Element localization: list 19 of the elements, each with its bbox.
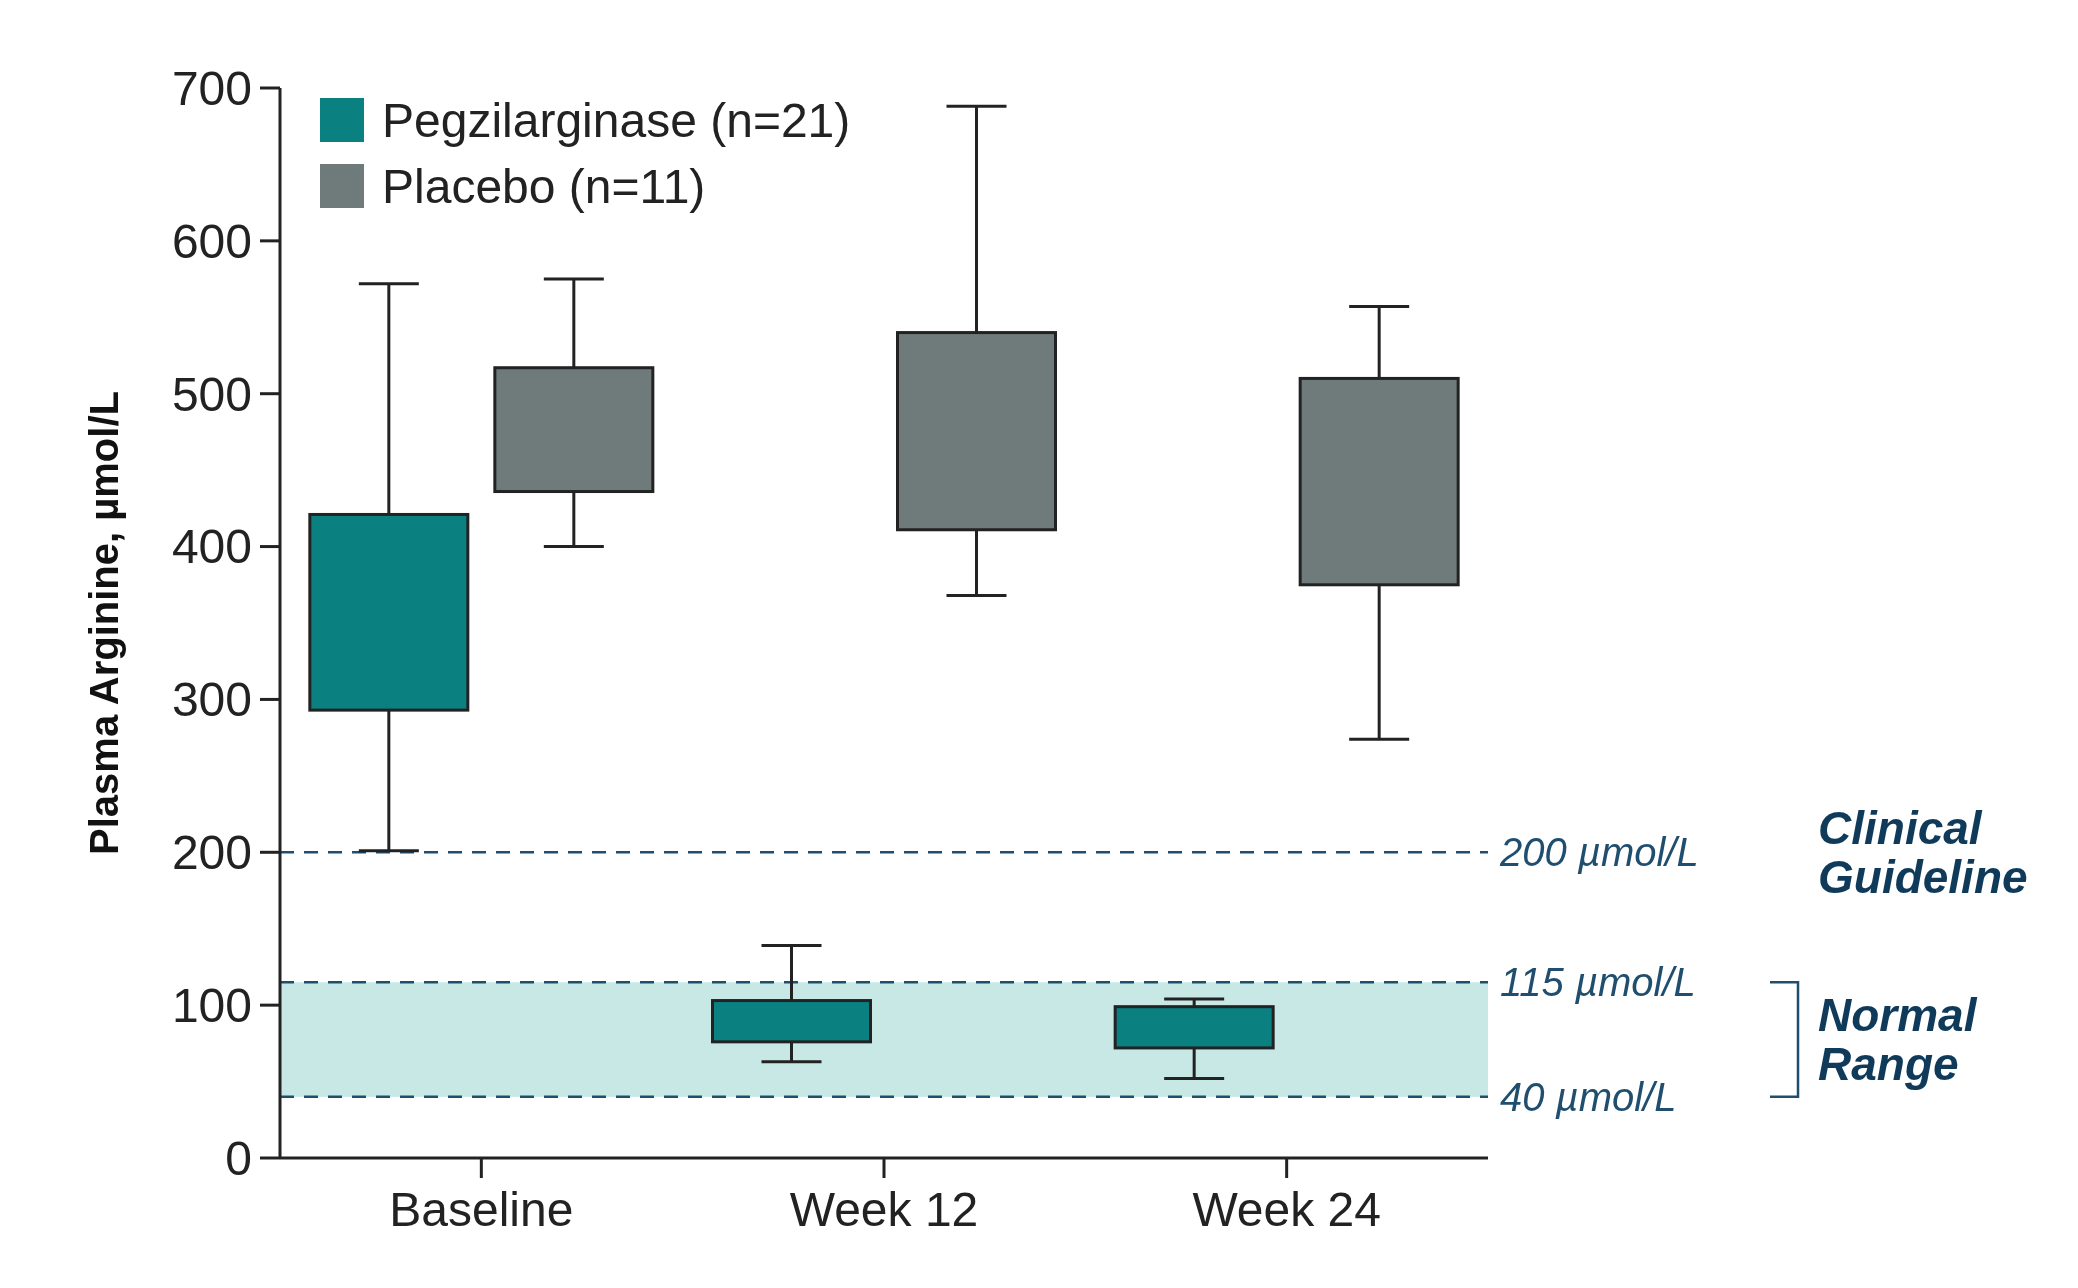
x-tick-label: Week 24 — [1192, 1183, 1381, 1236]
text: Clinical Guideline — [1818, 802, 2028, 903]
legend-label: Pegzilarginase (n=21) — [382, 93, 851, 147]
text: Normal Range — [1818, 989, 1978, 1090]
y-tick-label: 700 — [171, 61, 252, 115]
y-tick-label: 300 — [171, 673, 252, 727]
ref-line-label: 40 µmol/L — [1500, 1074, 1677, 1119]
y-tick-label: 0 — [225, 1131, 252, 1185]
legend-label: Placebo (n=11) — [382, 159, 706, 213]
ref-line-label: 115 µmol/L — [1500, 960, 1696, 1005]
x-tick-label: Week 12 — [789, 1183, 979, 1236]
ref-line-label: 200 µmol/L — [1499, 830, 1699, 875]
y-axis-title: Plasma Arginine, µmol/L — [82, 391, 126, 855]
y-tick-label: 500 — [171, 367, 252, 421]
x-tick-label: Baseline — [389, 1183, 574, 1236]
y-tick-label: 600 — [171, 214, 252, 268]
y-tick-label: 100 — [171, 978, 252, 1032]
y-tick-label: 400 — [171, 520, 252, 574]
y-tick-label: 200 — [171, 826, 252, 880]
